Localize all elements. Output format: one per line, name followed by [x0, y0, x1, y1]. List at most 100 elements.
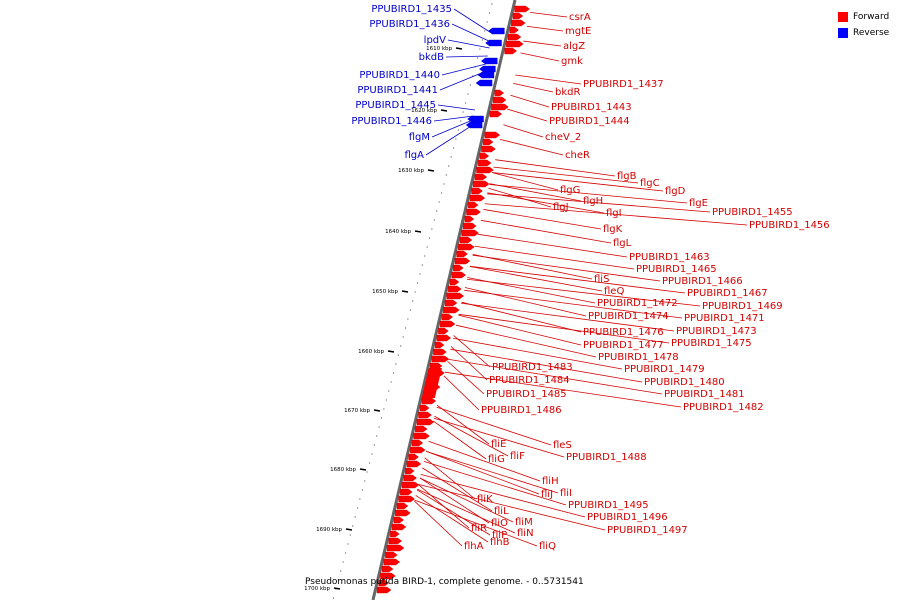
- forward-gene: [514, 5, 530, 13]
- forward-gene-label: cheV_2: [545, 132, 581, 143]
- forward-leader: [443, 375, 480, 411]
- reverse-gene-label: PPUBIRD1_1441: [357, 85, 438, 96]
- forward-gene: [504, 47, 517, 55]
- forward-leader: [492, 172, 664, 192]
- forward-leader: [418, 483, 606, 531]
- scale-tick-mark: [427, 169, 435, 172]
- scale-tick-mark: [440, 109, 448, 112]
- genome-backbone: [371, 0, 517, 600]
- reverse-gene-label: bkdB: [419, 52, 444, 63]
- forward-gene: [477, 159, 492, 167]
- scale-tick-label: 1670 kbp: [344, 408, 370, 414]
- backbone-dot: [368, 462, 371, 464]
- scale-tick-mark: [455, 47, 463, 50]
- forward-gene: [467, 201, 479, 209]
- forward-gene-label: PPUBIRD1_1443: [551, 102, 632, 113]
- scale-tick-mark: [387, 350, 395, 353]
- forward-gene-label: fliN: [517, 528, 534, 539]
- forward-gene: [411, 439, 424, 447]
- forward-leader: [424, 457, 476, 500]
- forward-gene-label: PPUBIRD1_1483: [492, 362, 573, 373]
- forward-gene-label: PPUBIRD1_1480: [644, 377, 725, 388]
- forward-gene: [507, 33, 522, 41]
- backbone-dot: [347, 543, 349, 545]
- reverse-gene-label: PPUBIRD1_1436: [369, 19, 450, 30]
- forward-gene-label: PPUBIRD1_1437: [583, 79, 664, 90]
- forward-gene-label: PPUBIRD1_1495: [568, 500, 649, 511]
- forward-gene: [509, 26, 519, 34]
- reverse-gene-label: PPUBIRD1_1445: [355, 100, 436, 111]
- forward-leader: [472, 254, 593, 280]
- backbone-dot: [364, 480, 366, 482]
- legend-forward-label: Forward: [853, 12, 890, 22]
- backbone-dot: [356, 507, 359, 509]
- forward-gene-label: PPUBIRD1_1496: [587, 512, 668, 523]
- forward-gene: [381, 565, 394, 573]
- forward-gene-label: PPUBIRD1_1469: [702, 301, 783, 312]
- forward-gene-label: PPUBIRD1_1444: [549, 116, 630, 127]
- forward-gene: [385, 551, 398, 559]
- forward-leader: [484, 203, 748, 226]
- forward-gene: [469, 194, 486, 202]
- forward-gene: [436, 334, 452, 342]
- forward-leader: [526, 25, 564, 32]
- forward-leader: [487, 192, 605, 214]
- forward-leader: [492, 172, 559, 191]
- backbone-dot: [450, 156, 452, 158]
- reverse-gene-label: flgM: [409, 132, 430, 143]
- backbone-dot: [395, 363, 397, 365]
- legend-forward: Forward: [838, 9, 889, 25]
- label-leaders: [414, 8, 748, 547]
- forward-leader: [499, 138, 564, 156]
- gene-features: [376, 5, 530, 594]
- forward-leader: [450, 346, 488, 381]
- scale-tick-mark: [414, 230, 422, 233]
- forward-gene: [418, 411, 432, 419]
- backbone-dots: [332, 3, 493, 599]
- forward-gene: [456, 250, 468, 258]
- forward-gene-label: flhA: [464, 541, 484, 552]
- forward-gene-label: flgG: [560, 185, 580, 196]
- forward-leader: [461, 301, 582, 333]
- forward-gene-label: PPUBIRD1_1473: [676, 326, 757, 337]
- forward-leader: [419, 477, 514, 523]
- forward-gene: [405, 467, 415, 475]
- reverse-leader: [425, 125, 472, 156]
- backbone-dot: [361, 489, 363, 491]
- forward-gene: [449, 278, 460, 286]
- forward-leader: [436, 404, 490, 445]
- forward-gene: [511, 19, 526, 27]
- forward-leader: [515, 74, 582, 85]
- forward-gene-label: algZ: [563, 41, 585, 52]
- forward-gene: [439, 320, 456, 328]
- forward-leader: [416, 489, 491, 536]
- forward-gene-label: fleQ: [604, 286, 624, 297]
- forward-leader: [469, 265, 686, 294]
- forward-gene-label: gmk: [561, 56, 583, 67]
- forward-gene-label: PPUBIRD1_1455: [712, 207, 793, 218]
- reverse-gene-label: PPUBIRD1_1435: [371, 4, 452, 15]
- forward-leader: [466, 278, 701, 307]
- forward-leader: [530, 12, 568, 18]
- backbone-dot: [407, 318, 409, 320]
- forward-leader: [493, 166, 639, 184]
- backbone-dot: [416, 282, 419, 284]
- backbone-dot: [467, 93, 469, 95]
- forward-gene: [438, 327, 449, 335]
- forward-gene: [481, 145, 496, 153]
- forward-leader: [419, 477, 490, 524]
- scale-tick-label: 1690 kbp: [316, 527, 342, 533]
- forward-leader: [461, 302, 675, 332]
- forward-gene-label: PPUBIRD1_1474: [588, 311, 669, 322]
- forward-gene-label: PPUBIRD1_1472: [597, 298, 678, 309]
- scale-tick-mark: [373, 409, 381, 412]
- reverse-gene-label: lpdV: [424, 35, 446, 46]
- forward-gene-label: flgI: [606, 208, 622, 219]
- forward-gene-label: fliR: [471, 523, 487, 534]
- forward-gene: [419, 404, 430, 412]
- forward-gene-label: fliE: [491, 439, 506, 450]
- backbone-dot: [455, 138, 457, 140]
- backbone-dot: [344, 552, 347, 554]
- forward-gene: [393, 516, 404, 524]
